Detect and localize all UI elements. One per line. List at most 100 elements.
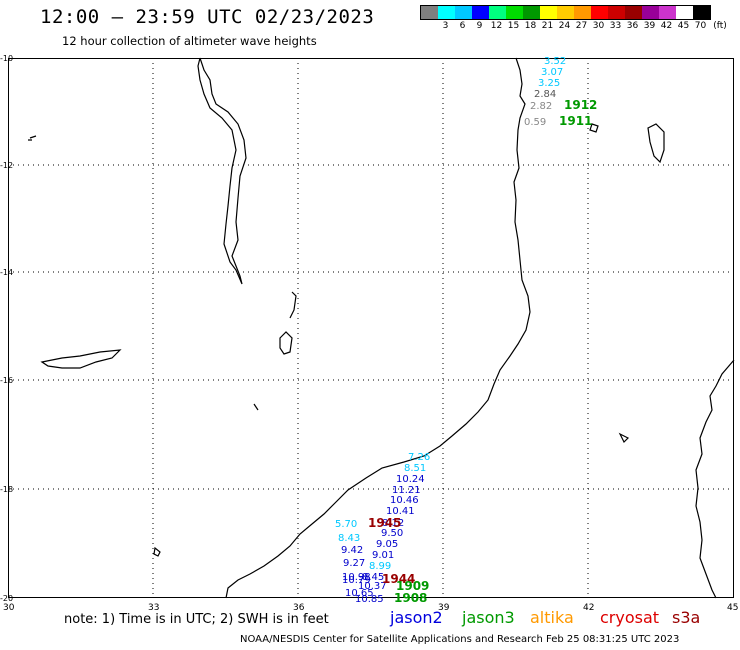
scale-swatch: [472, 6, 489, 19]
scale-label: 9: [476, 21, 483, 31]
wave-height-value: 9.27: [343, 558, 365, 569]
satellite-legend-item: cryosat: [600, 608, 660, 627]
scale-swatch: [574, 6, 591, 19]
scale-swatch: [523, 6, 540, 19]
wave-height-value: 2.84: [534, 89, 556, 100]
satellite-legend-item: jason2: [390, 608, 443, 627]
scale-swatch: [540, 6, 557, 19]
pass-time-label: 1909: [396, 579, 429, 593]
lon-label: 42: [583, 603, 594, 613]
scale-label: 42: [660, 21, 673, 31]
footnote: note: 1) Time is in UTC; 2) SWH is in fe…: [64, 612, 329, 627]
scale-swatch: [591, 6, 608, 19]
scale-swatch: [489, 6, 506, 19]
islet-1: [28, 135, 37, 141]
pass-time-label: 1911: [559, 114, 592, 128]
scale-label: 18: [524, 21, 537, 31]
scale-swatch: [625, 6, 642, 19]
wave-height-value: 9.01: [372, 550, 394, 561]
wave-height-value: 10.46: [390, 495, 419, 506]
lake-chilwa: [279, 331, 293, 355]
wave-height-value: 5.70: [335, 519, 357, 530]
scale-label: 70: [694, 21, 707, 31]
lon-label: 30: [3, 603, 15, 613]
pass-time-label: 1908: [394, 591, 427, 605]
credit-line: NOAA/NESDIS Center for Satellite Applica…: [240, 634, 680, 645]
page-title: 12:00 — 23:59 UTC 02/23/2023: [40, 6, 375, 28]
lat-label: -20: [0, 594, 13, 603]
scale-swatch: [557, 6, 574, 19]
wave-height-value: 8.43: [338, 533, 360, 544]
scale-swatch: [421, 6, 438, 19]
wave-height-value: 10.24: [396, 474, 425, 485]
observations-north: 3.523.073.252.842.82 0.59: [524, 56, 566, 128]
graticule: [8, 58, 734, 598]
scale-swatch: [676, 6, 693, 19]
wave-height-value: 0.59: [524, 117, 546, 128]
islet-2: [618, 432, 630, 444]
wave-height-value: 8.99: [369, 561, 391, 572]
pass-time-label: 1944: [382, 572, 415, 586]
madagascar-coastline: [695, 359, 735, 599]
scale-label: 15: [507, 21, 520, 31]
scale-swatch: [659, 6, 676, 19]
scale-label: 3: [442, 21, 449, 31]
lake-cahora-bassa: [40, 349, 122, 369]
wave-height-value: 3.52: [544, 56, 566, 67]
wave-height-value: 8.12: [382, 518, 404, 529]
scale-swatch: [506, 6, 523, 19]
wave-height-value: 3.07: [541, 67, 563, 78]
wave-height-value: 10.37: [358, 581, 387, 592]
scale-label: 27: [575, 21, 588, 31]
wave-height-value: 9.50: [381, 528, 403, 539]
lon-label: 36: [293, 603, 305, 613]
islet-4: [253, 403, 259, 411]
longitude-labels: 30 33 36 39 42 45: [3, 603, 738, 613]
coastlines: [28, 57, 735, 599]
wave-height-value: 3.25: [538, 78, 560, 89]
scale-swatch: [438, 6, 455, 19]
comoros-island: [647, 123, 665, 164]
comoros-islet: [589, 123, 599, 133]
lat-label: -10: [0, 54, 13, 63]
scale-label: 36: [626, 21, 639, 31]
page-subtitle: 12 hour collection of altimeter wave hei…: [62, 34, 317, 48]
river-segment: [289, 291, 297, 319]
lat-label: -14: [0, 268, 13, 277]
scale-label: 39: [643, 21, 656, 31]
color-scale-labels: 3 6 9 12 15 18 21 24 27 30 33 36 39 42 45 70 (ft): [420, 21, 731, 31]
mozambique-coastline: [225, 57, 531, 599]
lon-label: 39: [438, 603, 450, 613]
lon-label: 33: [148, 603, 159, 613]
satellite-legend-item: s3a: [672, 608, 701, 627]
wave-height-value: 7.26: [408, 452, 430, 463]
wave-height-value: 10.85: [355, 594, 384, 605]
pass-time-label: 1945: [368, 516, 401, 530]
lat-label: -16: [0, 376, 13, 385]
wave-height-value: 10.65: [345, 588, 374, 599]
wave-height-value: 8.45: [362, 572, 384, 583]
wave-height-value: 10.79: [342, 575, 371, 586]
scale-swatch: [455, 6, 472, 19]
scale-swatch: [642, 6, 659, 19]
map-frame: [8, 58, 734, 598]
wave-height-value: 10.41: [386, 506, 415, 517]
scale-swatch: [608, 6, 625, 19]
satellite-legend-item: altika: [530, 608, 574, 627]
scale-label: 30: [592, 21, 605, 31]
wave-height-value: 9.05: [376, 539, 398, 550]
scale-label: 24: [558, 21, 571, 31]
islet-3: [153, 546, 161, 557]
scale-label: 12: [490, 21, 503, 31]
satellite-legend-item: jason3: [462, 608, 515, 627]
pass-times-north: 1912 1911: [559, 98, 597, 128]
scale-label: 33: [609, 21, 622, 31]
lake-malawi: [197, 57, 247, 285]
wave-height-value: 9.42: [341, 545, 363, 556]
wave-height-value: 11.21: [392, 485, 421, 496]
wave-height-color-scale: [420, 5, 711, 20]
scale-swatch: [693, 6, 710, 19]
